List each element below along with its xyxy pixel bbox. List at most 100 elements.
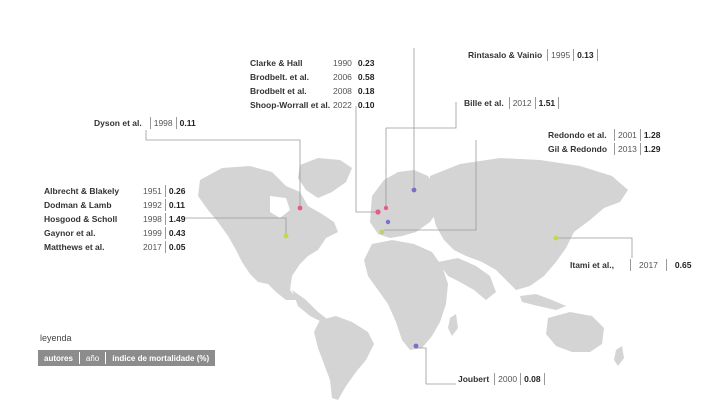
marker-north-america	[283, 233, 289, 239]
group-north-america: Albrecht & Blakely 1951 0.26 Dodman & Lamb…	[44, 184, 185, 254]
study-year: 2008	[333, 86, 352, 96]
study-row: Gaynor et al. 1999 0.43	[44, 226, 185, 240]
madagascar-landmass	[448, 314, 458, 336]
study-author: Matthews et al.	[44, 242, 105, 252]
study-author: Gaynor et al.	[44, 228, 96, 238]
study-row: Redondo et al. 2001 1.28	[548, 128, 660, 142]
study-year: 1992	[143, 200, 162, 210]
central-america-landmass	[292, 290, 326, 322]
study-author: Dodman & Lamb	[44, 200, 112, 210]
marker-japan	[553, 235, 559, 241]
separator	[175, 117, 177, 129]
separator	[534, 97, 536, 109]
study-year: 2013	[618, 144, 637, 154]
study-year: 2017	[639, 260, 658, 270]
marker-belgium	[383, 205, 389, 211]
greenland-landmass	[298, 158, 352, 198]
separator	[596, 49, 598, 61]
legend-title: leyenda	[40, 333, 72, 343]
study-value: 1.29	[643, 144, 661, 154]
study-author: Redondo et al.	[548, 130, 607, 140]
study-year: 1998	[143, 214, 162, 224]
separator	[614, 143, 615, 155]
south-america-landmass	[314, 316, 374, 400]
north-america-landmass	[198, 166, 338, 300]
separator	[639, 143, 641, 155]
marker-europe	[385, 219, 391, 225]
study-value: 0.10	[357, 100, 375, 110]
separator	[543, 373, 545, 385]
study-value: 0.11	[168, 200, 185, 210]
study-row: Hosgood & Scholl 1998 1.49	[44, 212, 185, 226]
study-author: Rintasalo & Vainio	[468, 50, 543, 60]
marker-canada	[297, 205, 303, 211]
new-zealand-landmass	[614, 346, 624, 366]
study-author: Joubert	[458, 374, 490, 384]
study-row: Bille et al. 2012 1.51	[464, 96, 560, 110]
study-row: Albrecht & Blakely 1951 0.26	[44, 184, 185, 198]
hudson-bay	[270, 196, 290, 218]
separator	[520, 373, 522, 385]
study-row: Dyson et al. 1998 0.11	[94, 116, 196, 130]
study-value: 1.49	[168, 214, 186, 224]
africa-landmass	[364, 240, 448, 350]
study-year: 2022	[333, 100, 352, 110]
study-year: 2017	[143, 242, 162, 252]
leader-north-america	[184, 217, 287, 234]
study-year: 2000	[498, 374, 518, 384]
leader-spain	[384, 140, 477, 231]
study-author: Shoop-Worrall et al.	[250, 100, 331, 110]
study-row: Gil & Redondo 2013 1.29	[548, 142, 660, 156]
south-asia-landmass	[438, 258, 496, 300]
study-year: 2012	[512, 98, 532, 108]
study-value: 0.05	[168, 242, 186, 252]
separator	[630, 259, 631, 271]
asia-landmass	[428, 158, 628, 290]
marker-finland	[411, 187, 417, 193]
study-value: 0.18	[357, 86, 375, 96]
separator	[614, 129, 615, 141]
study-year: 2006	[333, 72, 352, 82]
study-author: Brodbelt. et al.	[250, 72, 310, 82]
study-year: 1995	[551, 50, 571, 60]
legend-year-label: año	[85, 353, 100, 363]
group-canada: Dyson et al. 1998 0.11	[94, 116, 196, 130]
marker-south-africa	[413, 343, 419, 349]
separator	[494, 373, 496, 385]
study-year: 1999	[143, 228, 162, 238]
study-row: Matthews et al. 2017 0.05	[44, 240, 185, 254]
separator	[149, 117, 151, 129]
leader-belgium	[385, 102, 457, 206]
study-row: Rintasalo & Vainio 1995 0.13	[468, 48, 598, 62]
separator	[558, 97, 560, 109]
study-author: Hosgood & Scholl	[44, 214, 118, 224]
separator	[164, 185, 166, 197]
study-row: Dodman & Lamb 1992 0.11	[44, 198, 185, 212]
study-author: Dyson et al.	[94, 118, 142, 128]
group-south-africa: Joubert 2000 0.08	[458, 372, 545, 386]
separator	[665, 259, 667, 271]
study-row: Clarke & Hall 1990 0.23	[250, 56, 374, 70]
separator	[164, 199, 166, 211]
separator	[547, 49, 549, 61]
separator	[639, 129, 641, 141]
study-value: 0.65	[674, 260, 692, 270]
australia-landmass	[546, 312, 604, 352]
study-value: 1.28	[643, 130, 661, 140]
leader-canada	[145, 130, 301, 206]
separator	[164, 227, 166, 239]
legend-author-label: autores	[44, 353, 73, 363]
group-uk: Clarke & Hall 1990 0.23 Brodbelt. et al. 20…	[250, 56, 374, 112]
study-value: 0.08	[524, 374, 541, 384]
study-author: Bille et al.	[464, 98, 504, 108]
study-year: 2001	[618, 130, 637, 140]
study-author: Clarke & Hall	[250, 58, 303, 68]
group-belgium: Bille et al. 2012 1.51	[464, 96, 560, 110]
leader-japan	[556, 237, 633, 258]
study-author: Itami et al.,	[570, 260, 614, 270]
legend-separator	[105, 352, 107, 364]
study-row: Brodbelt. et al. 2006 0.58	[250, 70, 374, 84]
separator	[573, 49, 575, 61]
study-value: 0.26	[168, 186, 186, 196]
